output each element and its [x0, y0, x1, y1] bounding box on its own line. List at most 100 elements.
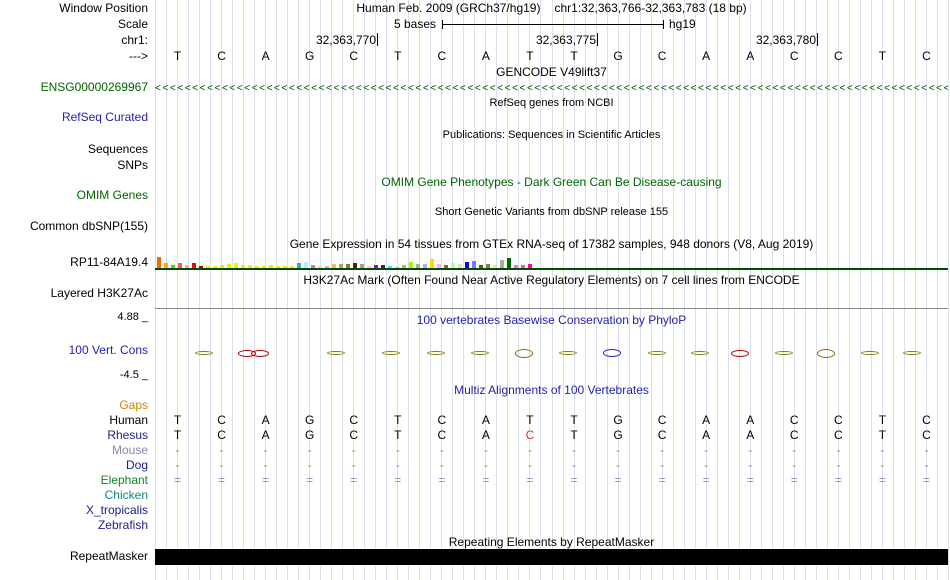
multiz-alignment-cell: -	[263, 458, 268, 472]
multiz-species-label-dog[interactable]: Dog	[125, 458, 148, 472]
gtex-expression-bar	[220, 265, 224, 268]
multiz-species-label-x_tropicalis[interactable]: X_tropicalis	[85, 503, 148, 517]
dbsnp-label[interactable]: Common dbSNP(155)	[29, 219, 148, 233]
gtex-baseline	[155, 268, 948, 270]
gtex-expression-bar	[514, 265, 518, 268]
multiz-alignment-cell: -	[660, 443, 665, 457]
sequences-label[interactable]: Sequences	[87, 142, 148, 156]
multiz-alignment-cell: C	[349, 428, 359, 442]
guideline	[210, 0, 212, 580]
multiz-alignment-cell: -	[704, 443, 709, 457]
gtex-expression-bar	[171, 265, 175, 268]
guideline	[155, 0, 156, 580]
multiz-alignment-cell: -	[924, 443, 929, 457]
guideline	[331, 0, 333, 580]
gtex-expression-bar	[325, 266, 329, 268]
multiz-alignment-cell: -	[748, 443, 753, 457]
dbsnp-track-title: Short Genetic Variants from dbSNP releas…	[434, 206, 669, 218]
multiz-alignment-cell: =	[790, 473, 798, 487]
multiz-alignment-cell: -	[616, 458, 621, 472]
repeatmasker-element-bar[interactable]	[155, 549, 948, 565]
multiz-species-label-zebrafish[interactable]: Zebrafish	[97, 518, 148, 532]
multiz-alignment-cell: -	[880, 458, 885, 472]
guideline	[848, 0, 850, 580]
repeatmasker-label[interactable]: RepeatMasker	[69, 549, 148, 563]
multiz-alignment-cell: C	[789, 413, 799, 427]
multiz-alignment-cell: C	[922, 428, 931, 442]
gtex-expression-bar	[416, 264, 420, 268]
multiz-track-title: Multiz Alignments of 100 Vertebrates	[454, 383, 649, 397]
multiz-alignment-cell: T	[394, 428, 402, 442]
guideline	[793, 0, 795, 580]
sequence-base: T	[570, 49, 578, 63]
gtex-expression-bar	[528, 264, 532, 268]
multiz-alignment-cell: C	[657, 413, 667, 427]
multiz-alignment-cell: -	[351, 443, 356, 457]
guideline	[936, 0, 938, 580]
assembly-title: Human Feb. 2009 (GRCh37/hg19)	[356, 1, 541, 15]
multiz-alignment-cell: =	[350, 473, 358, 487]
multiz-species-label-mouse[interactable]: Mouse	[111, 443, 148, 457]
conservation-mark	[903, 351, 921, 355]
multiz-alignment-cell: =	[438, 473, 446, 487]
gtex-gene-label[interactable]: RP11-84A19.4	[70, 255, 148, 269]
guideline	[221, 0, 223, 580]
multiz-alignment-cell: A	[261, 428, 270, 442]
h3k27ac-label[interactable]: Layered H3K27Ac	[50, 286, 148, 300]
multiz-alignment-cell: =	[834, 473, 842, 487]
conservation-mark	[691, 351, 709, 355]
guideline	[166, 0, 167, 580]
coordinate-label-2: 32,363,775	[535, 33, 596, 47]
conservation-mark	[861, 351, 879, 355]
multiz-alignment-cell: C	[217, 428, 226, 442]
multiz-species-label-elephant[interactable]: Elephant	[100, 473, 148, 487]
guideline	[749, 0, 751, 580]
gtex-expression-bar	[472, 261, 476, 268]
guideline	[364, 0, 366, 580]
gtex-expression-bar	[248, 265, 252, 268]
gtex-expression-bar	[332, 264, 336, 268]
multiz-alignment-cell: C	[349, 413, 359, 427]
multiz-species-label-human[interactable]: Human	[109, 413, 148, 427]
multiz-alignment-cell: -	[219, 443, 224, 457]
multiz-species-label-rhesus[interactable]: Rhesus	[107, 428, 148, 442]
gtex-expression-bar	[318, 266, 322, 268]
gtex-expression-bar	[297, 263, 301, 268]
gencode-transcript-arrows[interactable]: <<<<<<<<<<<<<<<<<<<<<<<<<<<<<<<<<<<<<<<<…	[155, 83, 948, 94]
multiz-alignment-cell: A	[702, 413, 711, 427]
multiz-alignment-cell: -	[880, 443, 885, 457]
multiz-alignment-cell: A	[261, 413, 270, 427]
multiz-alignment-cell: -	[527, 458, 532, 472]
guideline	[397, 0, 399, 580]
guideline	[507, 0, 509, 580]
sequence-base: G	[304, 49, 315, 63]
gtex-expression-bar	[388, 266, 392, 268]
multiz-alignment-cell: -	[527, 443, 532, 457]
multiz-species-label-chicken[interactable]: Chicken	[104, 488, 148, 502]
h3k27ac-track-title: H3K27Ac Mark (Often Found Near Active Re…	[303, 273, 800, 287]
guideline	[243, 0, 245, 580]
multiz-alignment-cell: -	[616, 443, 621, 457]
snps-label[interactable]: SNPs	[117, 158, 148, 172]
multiz-alignment-cell: -	[351, 458, 356, 472]
gtex-expression-bar	[262, 266, 266, 268]
gtex-expression-bar	[367, 266, 371, 268]
gtex-expression-bar	[437, 264, 441, 268]
guideline	[485, 0, 487, 580]
position-text: chr1:32,363,766-32,363,783 (18 bp)	[554, 1, 747, 15]
gencode-gene-label[interactable]: ENSG00000269967	[40, 80, 148, 94]
multiz-alignment-cell: -	[307, 443, 312, 457]
multiz-species-label-gaps[interactable]: Gaps	[119, 398, 148, 412]
gtex-expression-bar	[430, 259, 434, 268]
guideline	[760, 0, 762, 580]
multiz-alignment-cell: -	[704, 458, 709, 472]
guideline	[595, 0, 597, 580]
guideline	[782, 0, 784, 580]
guideline	[606, 0, 608, 580]
conservation-mark	[559, 351, 577, 355]
gtex-expression-bar	[451, 263, 455, 268]
gtex-expression-bar	[381, 265, 385, 268]
omim-genes-label[interactable]: OMIM Genes	[76, 188, 148, 202]
refseq-curated-label[interactable]: RefSeq Curated	[61, 110, 148, 124]
phylop-track-label[interactable]: 100 Vert. Cons	[68, 343, 148, 357]
